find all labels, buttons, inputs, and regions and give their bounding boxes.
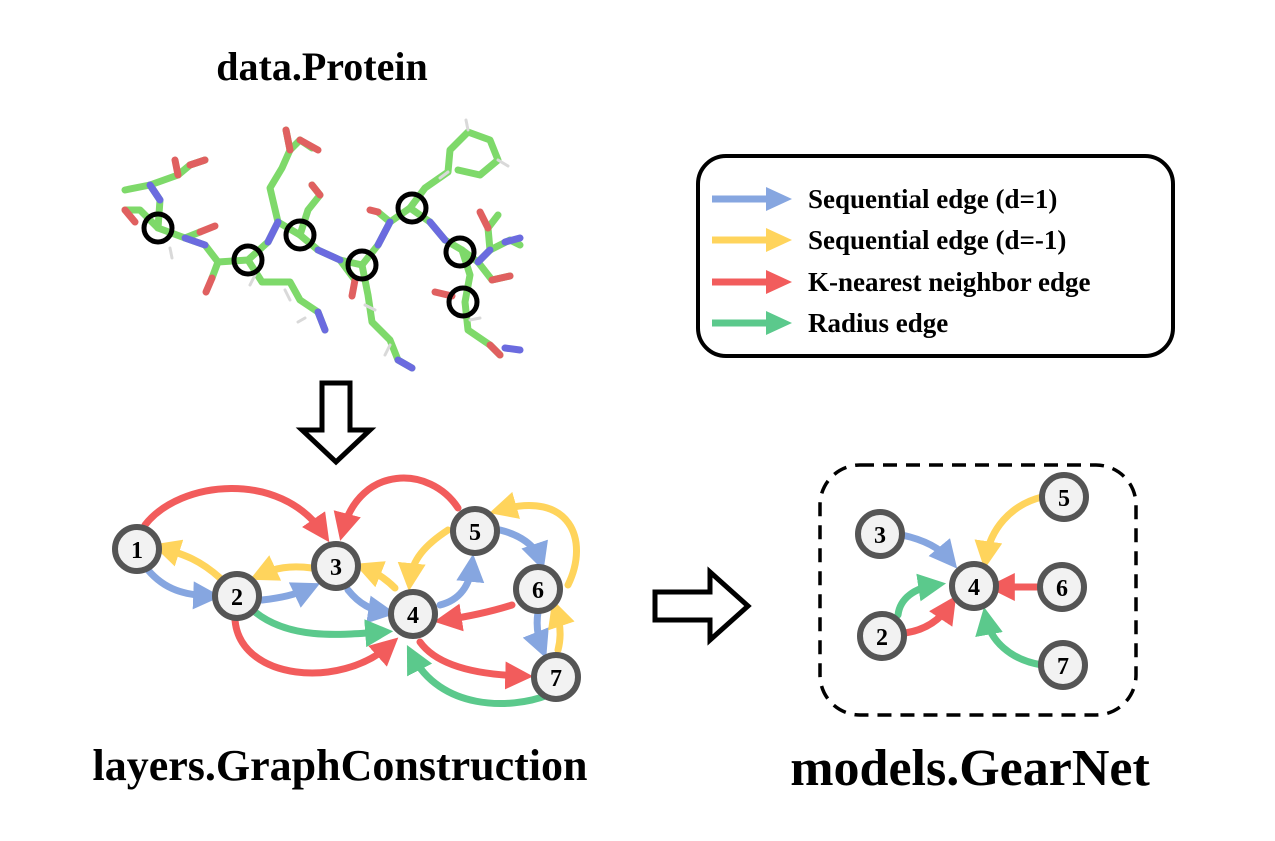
right-arrow-icon [652,566,752,646]
legend-item-sequential-backward: Sequential edge (d=-1) [712,225,1066,255]
protein-title: data.Protein [216,44,427,89]
sequential-backward-arrowhead [766,228,792,252]
knn-arrowhead [766,270,792,294]
gearnet-node-6-label: 6 [1056,576,1068,602]
gearnet-node-3-label: 3 [874,523,886,549]
protein-structure-image [121,118,524,372]
radius-arrowhead [766,311,792,335]
graph-node-3: 3 [311,541,361,591]
edge-legend: Sequential edge (d=1) Sequential edge (d… [696,154,1175,358]
graph-node-7: 7 [531,652,581,702]
gearnet-node-5: 5 [1039,472,1089,522]
alpha-carbon-circle [446,285,480,319]
edge-seq-fwd-6-7 [522,608,549,659]
gearnet-node-4: 4 [949,561,999,611]
graph-node-5: 5 [450,506,500,556]
graph-construction-title: layers.GraphConstruction [93,741,588,790]
edge-seq-bwd-3-2 [249,555,316,581]
legend-box [696,154,1175,358]
gearnet-edge-seq-fwd-3-4 [898,531,958,569]
gearnet-edges [894,493,1046,669]
alpha-carbon-circle [395,191,429,225]
gearnet-nodes: 3 4 5 6 2 7 [855,472,1089,690]
graph-node-1: 1 [112,524,162,574]
legend-label-sequential-forward: Sequential edge (d=1) [808,184,1057,214]
legend-label-radius: Radius edge [808,308,948,338]
legend-item-sequential-forward: Sequential edge (d=1) [712,184,1057,214]
alpha-carbon-circle [345,248,379,282]
graph-node-2: 2 [212,571,262,621]
gearnet-edge-radius-7-4 [975,606,1046,669]
alpha-carbon-circle [231,243,265,277]
gearnet-edge-radius-2-4 [894,573,947,619]
gearnet-edge-seq-bwd-5-4 [974,493,1046,570]
gearnet-node-4-label: 4 [968,575,980,601]
edge-seq-bwd-7-6 [548,599,575,654]
edge-seq-fwd-4-5 [436,553,485,609]
gearnet-edge-knn-2-4 [901,595,957,637]
down-arrow-icon [295,380,377,466]
edge-knn-5-3 [333,474,462,541]
graph-node-4: 4 [388,589,438,639]
legend-label-knn: K-nearest neighbor edge [808,267,1091,297]
graph-node-6: 6 [513,564,563,614]
gearnet-node-7: 7 [1038,640,1088,690]
gearnet-title: models.GearNet [790,740,1150,797]
edge-seq-bwd-5-4 [397,526,452,592]
edge-radius-2-4 [251,608,394,648]
alpha-carbon-circle [283,218,317,252]
sequential-forward-arrowhead [766,187,792,211]
graph-node-7-label: 7 [550,666,562,692]
alpha-carbon-circle [443,235,477,269]
gearnet-node-5-label: 5 [1058,486,1070,512]
alpha-carbon-circle [141,211,175,245]
graph-node-6-label: 6 [532,578,544,604]
gearnet-node-6: 6 [1037,562,1087,612]
protein-nitrogen-bonds [146,181,524,372]
gearnet-node-7-label: 7 [1057,654,1069,680]
gearnet-node-3: 3 [855,509,905,559]
legend-label-sequential-backward: Sequential edge (d=-1) [808,225,1066,255]
edge-seq-fwd-2-3 [258,582,321,608]
graph-node-2-label: 2 [231,585,243,611]
edge-seq-fwd-5-6 [496,526,548,571]
graph-nodes: 1 2 3 4 5 6 7 [112,506,581,702]
edge-seq-bwd-2-1 [152,539,224,582]
legend-item-knn: K-nearest neighbor edge [712,267,1091,297]
graph-edges [141,474,580,708]
graph-node-3-label: 3 [330,555,342,581]
gearnet-node-2-label: 2 [876,625,888,651]
graph-node-4-label: 4 [407,603,419,629]
edge-knn-1-3 [141,485,330,543]
protein-hydrogens [168,118,510,357]
graph-node-5-label: 5 [469,520,481,546]
edge-seq-bwd-4-3 [354,561,399,592]
legend-item-radius: Radius edge [712,308,948,338]
edge-seq-fwd-1-2 [144,566,222,610]
edge-knn-6-4 [433,601,516,632]
edge-seq-bwd-6-5 [489,491,580,589]
edge-knn-4-7 [416,638,534,690]
edge-knn-2-4 [231,616,399,677]
gearnet-dashed-frame [818,463,1138,717]
edge-radius-7-4 [406,645,552,708]
edge-seq-fwd-3-4 [344,586,397,624]
gearnet-node-2: 2 [857,611,907,661]
alpha-carbon-markers [141,191,480,319]
graph-node-1-label: 1 [131,538,143,564]
